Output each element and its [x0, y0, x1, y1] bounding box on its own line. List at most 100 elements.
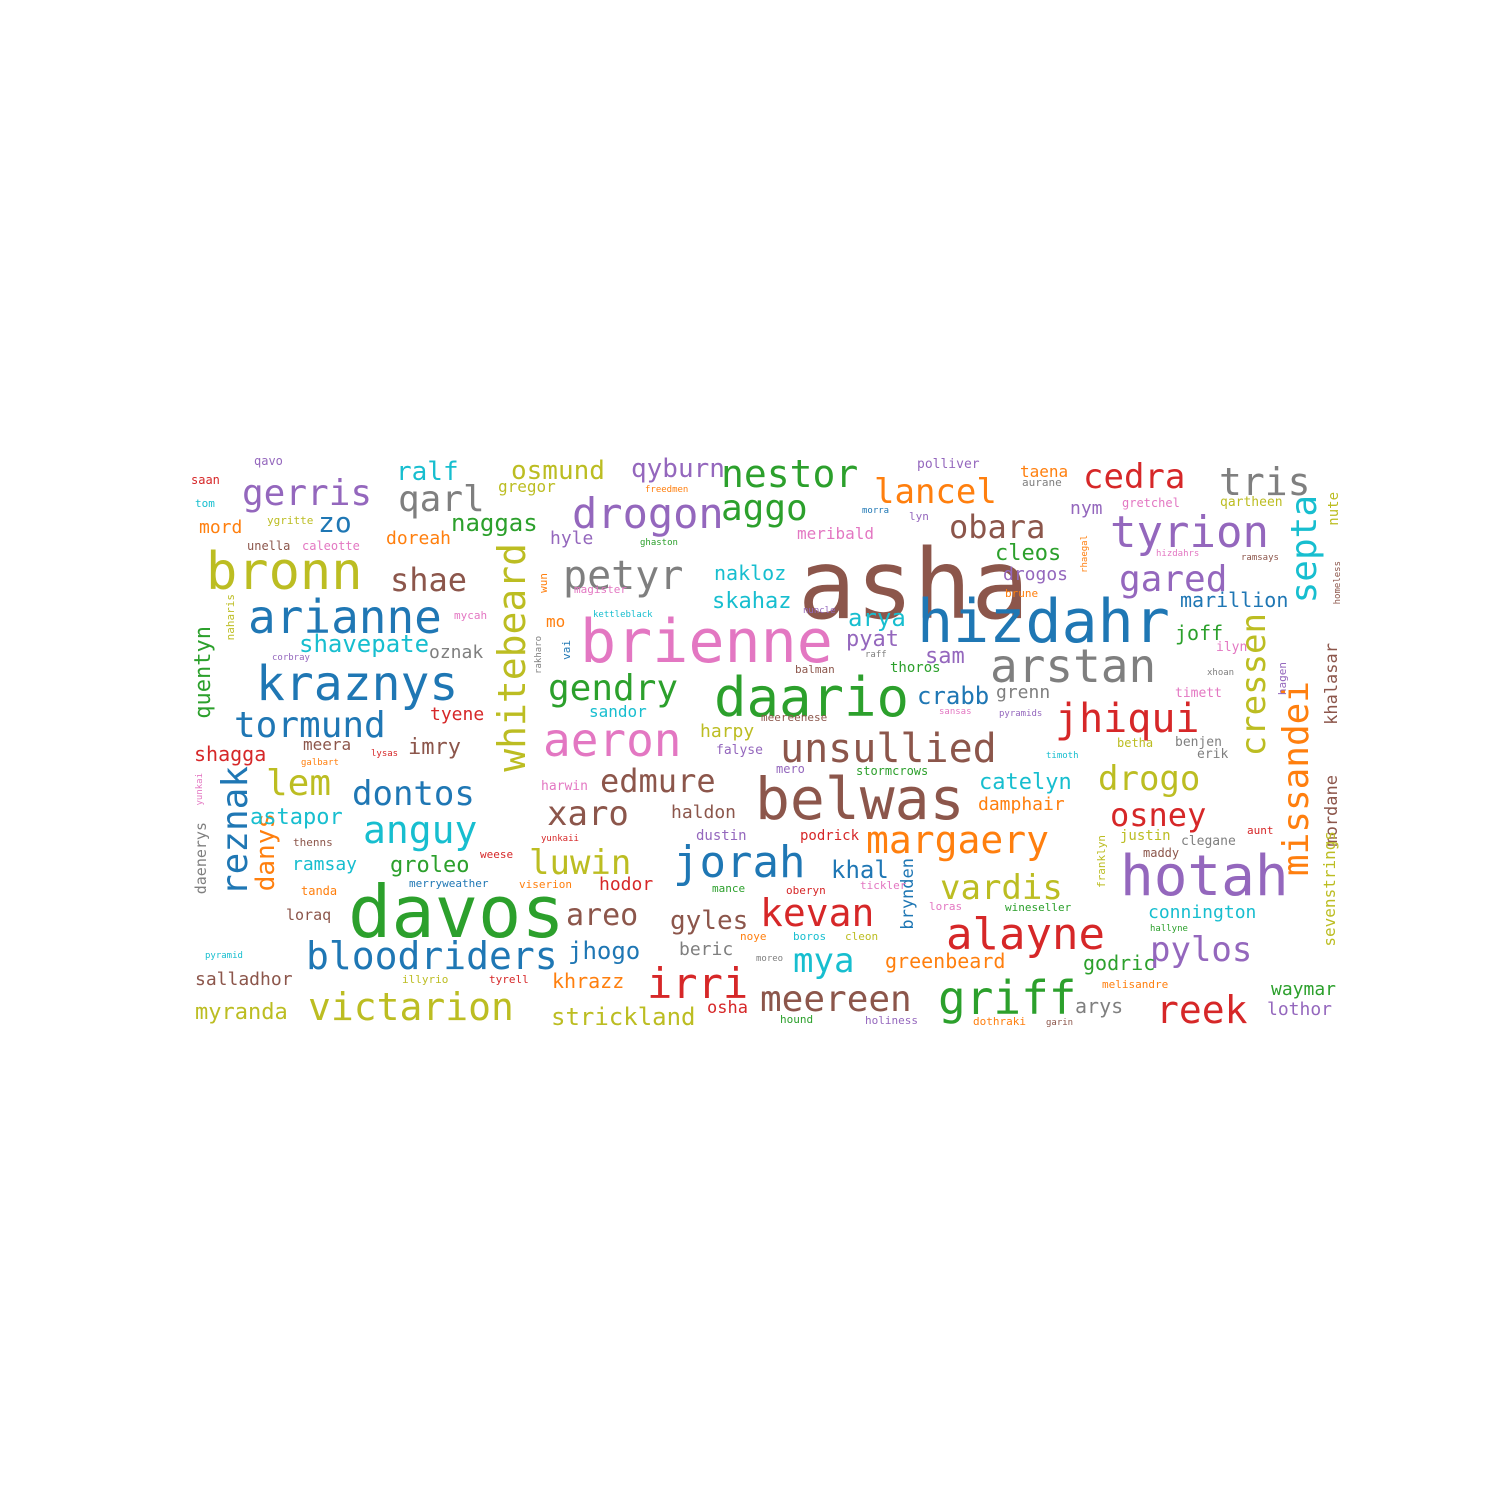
cloud-word-balman: balman — [795, 663, 835, 676]
cloud-word-crabb: crabb — [917, 682, 990, 710]
cloud-word-arianne: arianne — [248, 590, 442, 644]
cloud-word-lyn: lyn — [909, 510, 929, 523]
cloud-word-podrick: podrick — [800, 828, 860, 844]
cloud-word-pyramids: pyramids — [999, 709, 1043, 719]
cloud-word-unsullied: unsullied — [780, 726, 997, 772]
cloud-word-hizdahr: hizdahr — [917, 587, 1170, 657]
cloud-word-brynden: brynden — [898, 858, 918, 930]
cloud-word-meereen: meereen — [760, 979, 912, 1020]
cloud-word-lothor: lothor — [1267, 999, 1333, 1020]
cloud-word-khal: khal — [831, 856, 889, 884]
cloud-word-kevan: kevan — [760, 891, 875, 935]
cloud-word-mero: mero — [776, 762, 805, 776]
cloud-word-beric: beric — [679, 939, 734, 960]
cloud-word-ilyn: ilyn — [1216, 640, 1248, 655]
cloud-word-aunt: aunt — [1247, 824, 1274, 837]
cloud-word-nym: nym — [1070, 498, 1103, 519]
cloud-word-moreo: moreo — [756, 954, 784, 964]
cloud-word-aggo: aggo — [721, 488, 808, 529]
cloud-word-griff: griff — [938, 971, 1077, 1025]
cloud-word-tanda: tanda — [301, 884, 338, 898]
cloud-word-hallyne: hallyne — [1150, 924, 1188, 934]
cloud-word-ralf: ralf — [396, 457, 459, 487]
cloud-word-betha: betha — [1117, 736, 1154, 750]
cloud-word-sandor: sandor — [589, 702, 647, 721]
cloud-word-unella: unella — [247, 539, 291, 553]
cloud-word-shavepate: shavepate — [299, 630, 430, 658]
cloud-word-gyles: gyles — [670, 906, 749, 936]
cloud-word-naggas: naggas — [451, 509, 538, 537]
cloud-word-marillion: marillion — [1180, 588, 1289, 612]
cloud-word-edmure: edmure — [600, 762, 716, 800]
cloud-word-arstan: arstan — [990, 639, 1157, 693]
cloud-word-waymar: waymar — [1271, 979, 1337, 1000]
cloud-word-skahaz: skahaz — [712, 589, 792, 614]
cloud-word-nakloz: nakloz — [714, 561, 787, 585]
cloud-word-mo: mo — [546, 612, 566, 631]
cloud-word-qyburn: qyburn — [631, 455, 725, 484]
cloud-word-mord: mord — [199, 517, 243, 538]
cloud-word-boros: boros — [793, 930, 827, 943]
cloud-word-victarion: victarion — [308, 985, 514, 1029]
cloud-word-thoros: thoros — [890, 660, 941, 676]
cloud-word-dothraki: dothraki — [973, 1015, 1026, 1028]
cloud-word-mance: mance — [712, 882, 746, 895]
cloud-word-alayne: alayne — [946, 909, 1105, 960]
cloud-word-gerris: gerris — [242, 473, 373, 514]
cloud-word-clegane: clegane — [1181, 834, 1236, 849]
cloud-word-osmund: osmund — [511, 456, 605, 486]
cloud-word-franklyn: franklyn — [1095, 835, 1108, 888]
cloud-word-galbart: galbart — [301, 758, 339, 768]
cloud-word-drogos: drogos — [1003, 564, 1069, 585]
cloud-word-strickland: strickland — [551, 1003, 696, 1030]
cloud-word-sansas: sansas — [939, 707, 972, 717]
cloud-word-dustin: dustin — [696, 828, 747, 844]
cloud-word-morra: morra — [862, 506, 890, 516]
cloud-word-homeless: homeless — [1333, 561, 1340, 605]
cloud-word-shae: shae — [390, 561, 468, 599]
cloud-word-qavo: qavo — [254, 455, 283, 468]
cloud-word-vardis: vardis — [940, 868, 1063, 908]
cloud-word-ramsays: ramsays — [1241, 553, 1279, 563]
cloud-word-dontos: dontos — [352, 774, 475, 814]
cloud-word-khrazz: khrazz — [552, 969, 625, 993]
cloud-word-yunkaii: yunkaii — [541, 834, 579, 844]
cloud-word-davos: davos — [348, 870, 565, 954]
cloud-word-maddy: maddy — [1143, 846, 1180, 860]
cloud-word-loras: loras — [929, 900, 963, 913]
cloud-word-zo: zo — [318, 506, 352, 539]
cloud-word-harpy: harpy — [700, 721, 755, 742]
cloud-word-kettleblack: kettleblack — [593, 610, 653, 620]
cloud-word-septa: septa — [1284, 495, 1325, 604]
cloud-word-tormund: tormund — [234, 705, 386, 746]
cloud-word-nestor: nestor — [721, 455, 859, 496]
cloud-word-harwin: harwin — [541, 779, 588, 794]
cloud-word-asha: asha — [798, 529, 1030, 641]
cloud-word-timett: timett — [1175, 686, 1222, 701]
cloud-word-falyse: falyse — [716, 743, 763, 758]
cloud-word-ramsay: ramsay — [292, 854, 358, 875]
cloud-word-obara: obara — [949, 508, 1046, 546]
cloud-word-melisandre: melisandre — [1102, 978, 1169, 991]
cloud-word-aurane: aurane — [1022, 476, 1062, 489]
cloud-word-hizdahrs: hizdahrs — [1156, 549, 1200, 559]
cloud-word-stormcrows: stormcrows — [856, 764, 929, 778]
cloud-word-tris: tris — [1219, 460, 1311, 504]
cloud-word-justin: justin — [1120, 828, 1171, 844]
cloud-word-wineseller: wineseller — [1005, 901, 1072, 914]
cloud-word-brienne: brienne — [580, 607, 833, 677]
cloud-word-bronn: bronn — [206, 542, 363, 602]
cloud-word-shagga: shagga — [194, 742, 267, 766]
cloud-word-quentyn: quentyn — [191, 626, 216, 719]
cloud-word-meera: meera — [303, 735, 352, 754]
cloud-word-catelyn: catelyn — [979, 770, 1072, 795]
cloud-word-lancel: lancel — [874, 472, 997, 512]
cloud-word-cressen: cressen — [1234, 613, 1274, 757]
cloud-word-missandei: missandei — [1276, 681, 1317, 877]
cloud-word-joff: joff — [1175, 621, 1224, 645]
cloud-word-meribald: meribald — [797, 524, 875, 543]
word-cloud: asha brienne davos hizdahr belwas daario hotah… — [190, 455, 1340, 1030]
cloud-word-corbray: corbray — [272, 653, 310, 663]
cloud-word-gretchel: gretchel — [1122, 496, 1180, 510]
